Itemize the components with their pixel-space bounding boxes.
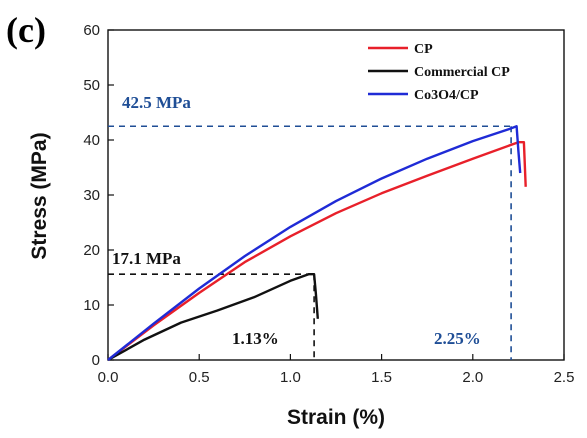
y-tick-label: 30 <box>83 187 100 204</box>
annotation-label: 42.5 MPa <box>122 93 191 112</box>
y-tick-label: 10 <box>83 297 100 314</box>
y-tick-label: 40 <box>83 132 100 149</box>
series-lines <box>107 125 527 362</box>
x-tick-label: 0.5 <box>189 369 210 386</box>
series-line <box>107 125 522 361</box>
y-tick-label: 0 <box>92 352 100 369</box>
x-tick-label: 0.0 <box>98 369 119 386</box>
legend-label: Commercial CP <box>414 65 510 80</box>
annotations: 42.5 MPa 17.1 MPa 1.13% 2.25% <box>112 93 481 348</box>
y-tick-label: 50 <box>83 77 100 94</box>
legend-label: CP <box>414 42 433 57</box>
x-tick-label: 2.5 <box>554 369 575 386</box>
annotation-label: 1.13% <box>232 329 279 348</box>
x-axis-title: Strain (%) <box>287 406 385 429</box>
annotation-label: 17.1 MPa <box>112 249 181 268</box>
panel-label: (c) <box>6 10 46 50</box>
legend-label: Co3O4/CP <box>414 88 479 103</box>
y-axis-title: Stress (MPa) <box>28 132 51 259</box>
reference-lines <box>108 125 517 360</box>
x-tick-label: 1.0 <box>280 369 301 386</box>
x-tick-label: 2.0 <box>462 369 483 386</box>
series-line <box>107 141 527 361</box>
series-line <box>107 273 319 362</box>
y-tick-label: 20 <box>83 242 100 259</box>
y-tick-label: 60 <box>83 22 100 39</box>
annotation-label: 2.25% <box>434 329 481 348</box>
legend: CP Commercial CP Co3O4/CP <box>368 42 510 103</box>
x-tick-label: 1.5 <box>371 369 392 386</box>
axes: 0.0 0.5 1.0 1.5 2.0 2.5 0 10 20 30 40 50 60 <box>83 22 574 386</box>
